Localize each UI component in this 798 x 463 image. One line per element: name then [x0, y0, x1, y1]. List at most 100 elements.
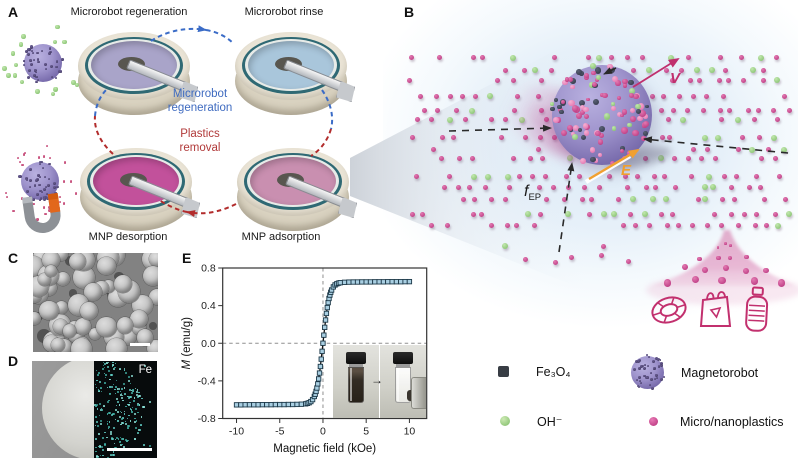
vial-separated — [393, 352, 413, 404]
particle-dot — [663, 196, 670, 203]
particle-dot — [467, 184, 473, 190]
data-marker — [317, 363, 324, 370]
data-marker — [385, 279, 391, 285]
particle-dot — [590, 62, 597, 69]
eds-speckle — [136, 389, 138, 391]
particle-dot — [527, 155, 533, 161]
particle-dot — [726, 108, 732, 114]
particle-dot — [479, 55, 485, 61]
particle-dot — [34, 71, 37, 74]
particle-dot — [653, 367, 656, 370]
particle-dot — [409, 211, 415, 217]
particle-dot — [657, 365, 661, 368]
particle-dot — [576, 113, 583, 120]
data-marker — [259, 402, 266, 408]
particle-dot — [482, 184, 488, 190]
vial-cap — [346, 352, 366, 364]
particle-dot — [634, 359, 638, 363]
particle-dot — [745, 108, 751, 114]
data-marker — [354, 279, 361, 285]
particle-dot — [532, 67, 539, 74]
data-marker — [376, 279, 382, 285]
step-label-mnp-desorption: MNP desorption — [88, 231, 168, 243]
particle-dot — [554, 97, 559, 102]
particle-dot — [538, 211, 544, 217]
particle-dot — [576, 69, 582, 75]
particle-dot — [697, 257, 702, 262]
particle-dot — [535, 147, 541, 153]
particle-dot — [568, 254, 574, 260]
y-axis-title: M (emu/g) — [181, 317, 193, 370]
eds-speckle — [138, 404, 141, 406]
particle-dot — [29, 168, 33, 172]
eds-speckle — [120, 423, 122, 426]
sem-sphere — [130, 310, 149, 329]
particle-dot — [610, 105, 616, 111]
fe-eds-map: Fe — [94, 361, 157, 458]
particle-dot — [40, 49, 43, 52]
particle-dot — [635, 104, 641, 110]
particle-dot — [470, 173, 477, 180]
particle-dot — [757, 54, 764, 61]
particle-dot — [21, 34, 26, 39]
particle-dot — [49, 64, 53, 68]
particle-dot — [660, 93, 666, 99]
particle-dot — [716, 77, 722, 83]
particle-dot — [600, 244, 606, 250]
particle-dot — [632, 368, 636, 372]
particle-dot — [635, 379, 638, 381]
particle-dot — [611, 102, 616, 106]
data-marker — [251, 402, 257, 408]
data-marker — [264, 402, 270, 408]
eds-speckle — [132, 389, 134, 391]
scale-bar — [107, 447, 152, 451]
particle-dot — [39, 197, 43, 200]
particle-dot — [643, 120, 650, 127]
sem-sphere — [116, 317, 134, 334]
eds-speckle — [116, 405, 118, 407]
eds-speckle — [143, 444, 145, 446]
eds-speckle — [133, 420, 136, 423]
eds-speckle — [129, 388, 132, 391]
eds-speckle — [115, 437, 118, 440]
magnet-pole-left — [21, 196, 33, 204]
eds-speckle — [104, 381, 107, 384]
particle-dot — [553, 116, 559, 123]
particle-dot — [50, 75, 53, 78]
eds-speckle — [103, 362, 106, 365]
eds-speckle — [135, 390, 138, 393]
eds-speckle — [121, 443, 123, 446]
eds-speckle — [108, 411, 111, 414]
particle-dot — [571, 105, 578, 112]
eds-speckle — [109, 453, 112, 456]
panel-a-label: A — [8, 4, 19, 20]
particle-dot — [42, 166, 45, 169]
particle-dot — [615, 80, 621, 86]
particle-dot — [643, 114, 648, 119]
particle-dot — [39, 198, 41, 201]
eds-speckle — [100, 387, 102, 389]
eds-speckle — [134, 387, 136, 389]
eds-speckle — [119, 410, 121, 412]
particle-dot — [37, 174, 40, 177]
eds-speckle — [130, 409, 133, 411]
particle-dot — [39, 175, 42, 178]
particle-dot — [487, 93, 494, 100]
vial-neck — [396, 364, 410, 367]
particle-dot — [12, 209, 15, 213]
particle-dot — [628, 93, 634, 99]
particle-dot — [489, 196, 495, 202]
eds-speckle — [95, 387, 97, 389]
eds-speckle — [102, 454, 104, 457]
particle-dot — [642, 211, 649, 218]
data-marker — [294, 401, 300, 408]
particle-dot — [702, 267, 709, 274]
particle-dot — [736, 147, 742, 153]
particle-dot — [62, 39, 67, 45]
particle-dot — [543, 174, 549, 180]
sem-sphere — [80, 302, 98, 320]
particle-dot — [643, 130, 649, 136]
particle-dot — [523, 257, 529, 263]
particle-dot — [728, 211, 734, 217]
particle-dot — [43, 62, 48, 66]
